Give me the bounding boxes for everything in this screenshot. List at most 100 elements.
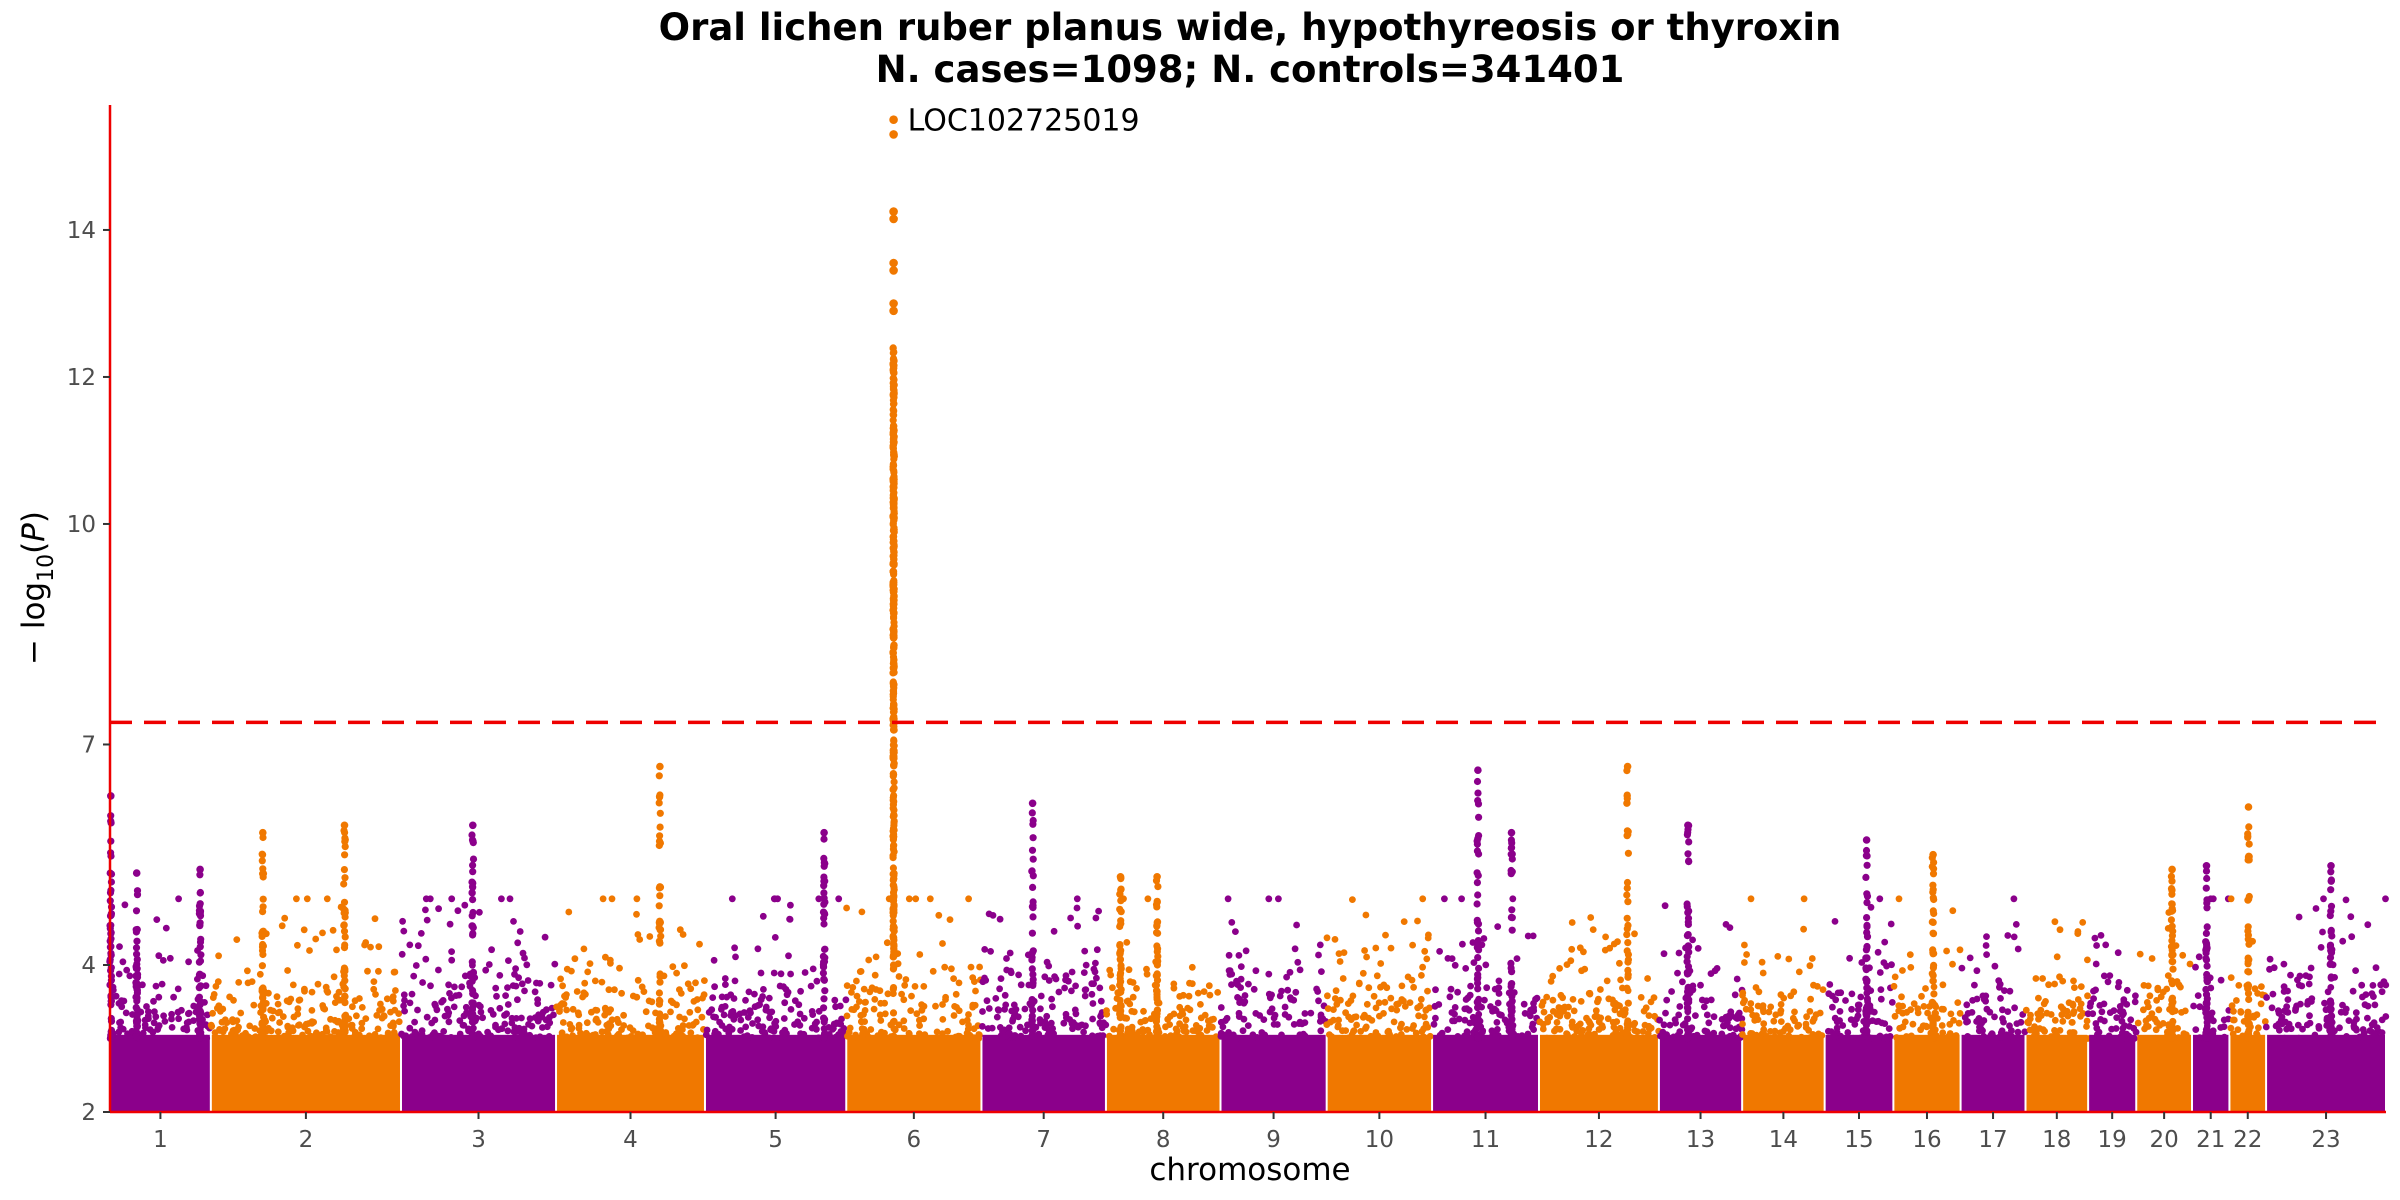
- snp-point: [2378, 1029, 2386, 1037]
- snp-point: [1907, 1006, 1914, 1014]
- snp-point: [312, 935, 320, 943]
- snp-point: [2234, 1026, 2242, 1034]
- snp-point: [1090, 980, 1097, 988]
- snp-point: [655, 924, 663, 932]
- snp-point: [890, 453, 898, 461]
- snp-point: [933, 1028, 941, 1036]
- snp-point: [2146, 992, 2154, 1000]
- snp-point: [2275, 1007, 2282, 1015]
- snp-point: [593, 1007, 601, 1014]
- snp-point: [1281, 1003, 1289, 1011]
- snp-point: [1388, 1005, 1395, 1013]
- snp-point: [1424, 987, 1431, 995]
- snp-point: [1419, 1033, 1427, 1040]
- snp-point: [1473, 847, 1481, 855]
- snp-point: [1256, 1012, 1264, 1019]
- snp-point: [681, 962, 688, 970]
- snp-point: [2352, 967, 2360, 974]
- snp-point: [2209, 895, 2217, 903]
- snp-point: [1880, 959, 1888, 966]
- peak-chr16-17: [1928, 850, 1938, 1042]
- snp-point: [1802, 1020, 1810, 1028]
- snp-point: [1217, 1004, 1225, 1011]
- snp-point: [1423, 955, 1431, 963]
- snp-point: [514, 996, 521, 1004]
- peak-chr15-16: [1862, 836, 1872, 1040]
- snp-point: [837, 1028, 845, 1035]
- snp-point: [412, 962, 420, 969]
- snp-point: [1011, 1032, 1019, 1039]
- snp-point: [1644, 1030, 1652, 1037]
- snp-point: [1906, 951, 1914, 958]
- snp-point: [2382, 895, 2389, 903]
- snp-point: [1363, 1000, 1371, 1008]
- snp-point: [469, 855, 478, 863]
- snp-point: [2057, 1003, 2065, 1011]
- snp-point: [1877, 986, 1885, 993]
- snp-point: [380, 1012, 388, 1020]
- snp-point: [196, 919, 204, 927]
- snp-point: [889, 785, 897, 794]
- snp-point: [809, 1011, 817, 1018]
- snp-point: [532, 1034, 540, 1041]
- snp-point: [1342, 1009, 1349, 1017]
- snp-point: [2074, 930, 2082, 937]
- snp-point: [2059, 1017, 2067, 1025]
- snp-point: [377, 1034, 385, 1042]
- snp-point: [1983, 933, 1990, 940]
- snp-point: [820, 920, 828, 928]
- snp-point: [1759, 1005, 1767, 1013]
- snp-point: [1645, 1012, 1653, 1019]
- snp-point: [203, 1011, 211, 1019]
- snp-point: [285, 998, 293, 1006]
- snp-point: [633, 895, 641, 903]
- snp-point: [196, 871, 204, 879]
- snp-point: [2026, 1015, 2034, 1023]
- snp-point: [820, 995, 828, 1003]
- snp-point: [1810, 981, 1817, 989]
- snp-point: [710, 956, 718, 964]
- snp-point: [1831, 918, 1839, 925]
- snp-point: [844, 1032, 851, 1040]
- snp-point: [408, 990, 416, 998]
- chromosome-19-points: [2084, 932, 2140, 1112]
- snp-point: [809, 965, 817, 973]
- snp-point: [353, 1012, 360, 1020]
- snp-point: [1029, 855, 1037, 863]
- snp-point: [2370, 993, 2377, 1000]
- snp-point: [248, 978, 256, 985]
- snp-point: [1624, 958, 1632, 966]
- snp-point: [720, 1011, 728, 1019]
- snp-point: [504, 984, 511, 991]
- snp-point: [820, 1004, 828, 1012]
- x-tick-label: 16: [1912, 1127, 1941, 1153]
- snp-point: [2168, 922, 2176, 930]
- snp-point: [196, 938, 205, 946]
- snp-point: [319, 1002, 327, 1009]
- snp-point: [1703, 997, 1710, 1005]
- snp-point: [1028, 1012, 1036, 1020]
- snp-point: [1383, 984, 1391, 992]
- snp-point: [1575, 1022, 1582, 1030]
- snp-point: [223, 1019, 231, 1026]
- snp-point: [1613, 1018, 1621, 1025]
- snp-point: [1178, 1007, 1186, 1015]
- snp-point: [979, 1023, 986, 1030]
- snp-point: [461, 901, 469, 909]
- snp-point: [1359, 1014, 1367, 1021]
- x-tick-label: 11: [1471, 1127, 1500, 1153]
- snp-point: [2126, 1023, 2133, 1030]
- snp-point: [1103, 1007, 1110, 1015]
- snp-point: [541, 933, 549, 941]
- snp-point: [168, 1010, 176, 1018]
- snp-point: [2167, 885, 2176, 893]
- snp-point: [1475, 1010, 1483, 1018]
- snp-point: [624, 1034, 631, 1042]
- snp-point: [1421, 1013, 1428, 1021]
- snp-point: [1050, 927, 1058, 935]
- snp-point: [1491, 985, 1499, 993]
- snp-point: [2202, 884, 2210, 892]
- snp-point: [1037, 1019, 1044, 1027]
- snp-point: [889, 989, 897, 998]
- snp-point: [1862, 873, 1870, 882]
